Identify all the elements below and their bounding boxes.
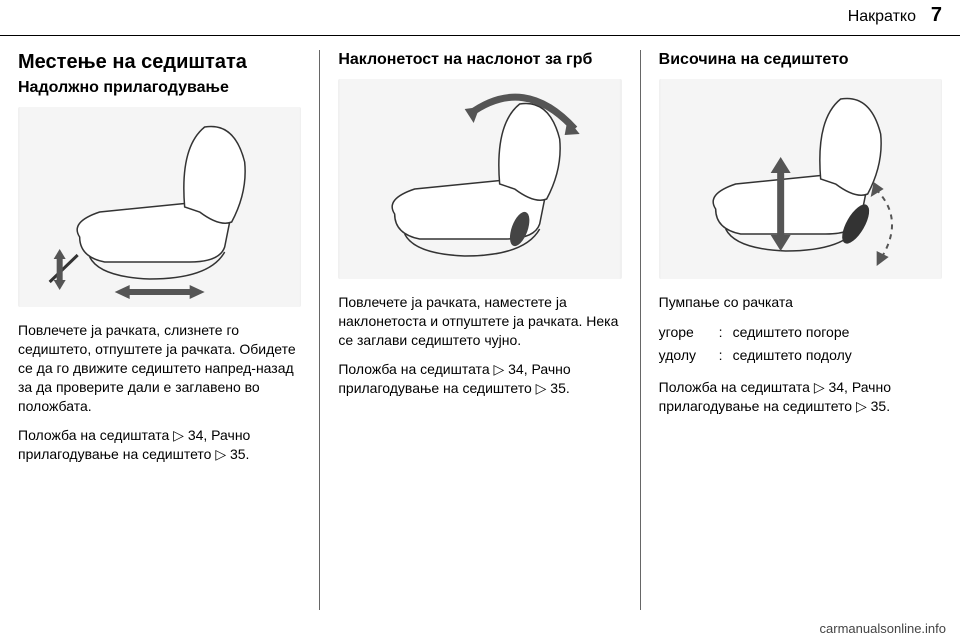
longitudinal-crossref: Положба на седиштата ▷ 34, Рачно прилаго… <box>18 426 301 464</box>
height-sub-title: Височина на седиштето <box>659 50 942 69</box>
seat-backrest-figure <box>338 79 621 279</box>
height-row-down-colon: : <box>719 345 733 366</box>
height-row-down-value: седиштето подолу <box>733 345 942 366</box>
seat-longitudinal-figure <box>18 107 301 307</box>
seat-height-figure <box>659 79 942 279</box>
footer-url: carmanualsonline.info <box>820 621 946 636</box>
height-intro: Пумпање со рачката <box>659 293 942 312</box>
page-number: 7 <box>931 4 942 27</box>
height-row-up-colon: : <box>719 322 733 343</box>
height-crossref: Положба на седиштата ▷ 34, Рачно прилаго… <box>659 378 942 416</box>
longitudinal-sub-title: Надолжно прилагодување <box>18 78 301 97</box>
backrest-instructions: Повлечете ја рачката, наместете ја накло… <box>338 293 621 350</box>
height-row-up: угоре : седиштето погоре <box>659 322 942 343</box>
height-row-up-value: седиштето погоре <box>733 322 942 343</box>
backrest-sub-title: Наклонетост на наслонот за грб <box>338 50 621 69</box>
height-row-down: удолу : седиштето подолу <box>659 345 942 366</box>
longitudinal-instructions: Повлечете ја рачката, слизнете го седишт… <box>18 321 301 415</box>
page-content: Местење на седиштата Надолжно прилагодув… <box>0 36 960 616</box>
page-header: Накратко 7 <box>0 0 960 36</box>
seat-adjust-main-title: Местење на седиштата <box>18 50 301 74</box>
column-1: Местење на седиштата Надолжно прилагодув… <box>0 44 319 616</box>
column-2: Наклонетост на наслонот за грб Повлечете… <box>320 44 639 616</box>
backrest-crossref: Положба на седиштата ▷ 34, Рачно прилаго… <box>338 360 621 398</box>
height-row-up-label: угоре <box>659 322 719 343</box>
chapter-title: Накратко <box>848 8 916 26</box>
column-3: Височина на седиштето Пумпање со рачката… <box>641 44 960 616</box>
height-row-down-label: удолу <box>659 345 719 366</box>
